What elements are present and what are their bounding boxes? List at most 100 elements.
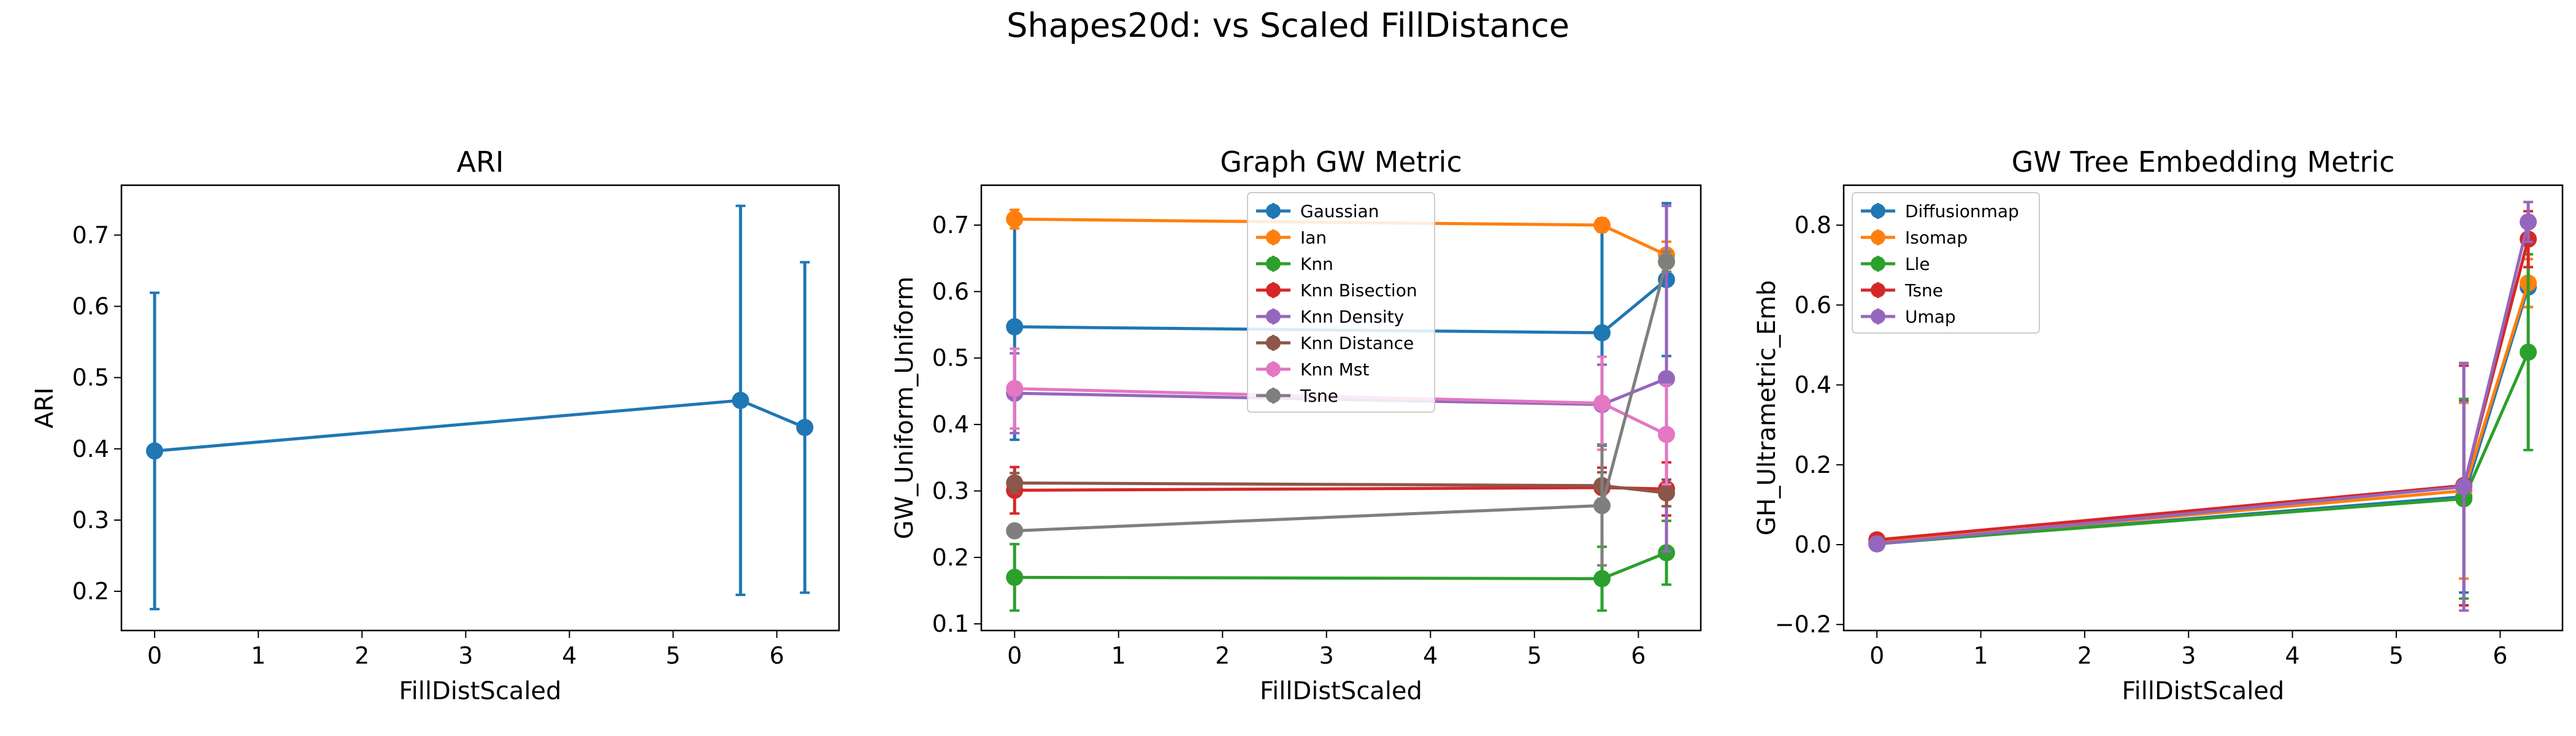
x-tick-label: 2 — [2077, 642, 2092, 669]
subplot-3: GW Tree Embedding Metric 0 1 2 3 4 5 6 −0.2 0.0 0.… — [1753, 145, 2564, 705]
legend-marker — [1266, 362, 1281, 377]
x-tick-label: 5 — [1527, 642, 1542, 669]
x-tick-label: 6 — [769, 642, 784, 669]
legend-label: Diffusionmap — [1905, 201, 2019, 221]
axes-frame — [980, 184, 1702, 632]
x-tick-label: 3 — [1319, 642, 1334, 669]
legend-marker — [1871, 230, 1885, 245]
legend-label: Knn Distance — [1300, 333, 1414, 353]
data-point — [1006, 569, 1024, 586]
y-tick-label: 0.6 — [1795, 291, 1831, 318]
y-tick-label: 0.3 — [72, 507, 109, 534]
legend-marker — [1871, 283, 1885, 297]
x-tick-label: 2 — [1215, 642, 1230, 669]
legend-label: Gaussian — [1300, 201, 1379, 221]
y-tick-label: 0.1 — [932, 610, 969, 637]
x-tick-label: 2 — [355, 642, 369, 669]
y-axis-label: GW_Uniform_Uniform — [891, 277, 919, 540]
y-tick-label: 0.6 — [72, 293, 109, 320]
x-tick-label: 3 — [2181, 642, 2196, 669]
y-tick-label: 0.7 — [932, 212, 969, 239]
data-point — [1006, 522, 1024, 540]
data-point — [146, 442, 164, 460]
data-point — [1593, 497, 1611, 515]
y-tick-label: −0.2 — [1775, 611, 1831, 638]
data-point — [1658, 544, 1676, 562]
data-point — [1006, 210, 1024, 228]
x-tick-label: 6 — [2493, 642, 2507, 669]
data-point — [1006, 380, 1024, 397]
data-point — [1658, 484, 1676, 502]
data-point — [2520, 343, 2537, 361]
y-tick-label: 0.0 — [1795, 531, 1831, 558]
legend-frame — [1247, 192, 1435, 413]
subplot-2: Graph GW Metric 0 1 2 3 4 5 6 0.1 0.2 0.3 0.4 0.5 0.6… — [891, 145, 1702, 705]
data-point — [2455, 478, 2473, 496]
legend-label: Ian — [1300, 228, 1327, 248]
x-tick-label: 3 — [458, 642, 473, 669]
series-umap — [1868, 201, 2537, 612]
y-tick-label: 0.2 — [1795, 451, 1831, 478]
y-tick-label: 0.6 — [932, 278, 969, 305]
figure-suptitle: Shapes20d: vs Scaled FillDistance — [1006, 6, 1570, 45]
data-point — [1868, 535, 1886, 553]
legend-marker — [1266, 309, 1281, 324]
x-tick-label: 0 — [147, 642, 162, 669]
legend-marker — [1871, 256, 1885, 271]
legend-marker — [1871, 309, 1885, 324]
legend-label: Tsne — [1300, 386, 1338, 406]
y-tick-label: 0.2 — [932, 544, 969, 571]
legend-marker — [1266, 283, 1281, 297]
subplot-title: Graph GW Metric — [1220, 145, 1462, 178]
axes-frame — [1842, 184, 2564, 632]
data-point — [1006, 318, 1024, 335]
y-tick-label: 0.5 — [72, 364, 109, 391]
legend-marker — [1266, 204, 1281, 218]
series-tsne — [1006, 250, 1676, 567]
y-tick-label: 0.4 — [72, 435, 109, 462]
x-axis-label: FillDistScaled — [2122, 677, 2285, 705]
legend-label: Knn Density — [1300, 307, 1404, 327]
legend-label: Umap — [1905, 307, 1956, 327]
series-knn — [1006, 519, 1676, 612]
legend-label: Isomap — [1905, 228, 1968, 248]
x-tick-label: 0 — [1007, 642, 1022, 669]
data-point — [1593, 570, 1611, 588]
legend-label: Knn Bisection — [1300, 280, 1417, 301]
x-axis-label: FillDistScaled — [399, 677, 562, 705]
x-tick-label: 1 — [1111, 642, 1126, 669]
y-tick-label: 0.4 — [932, 411, 969, 438]
y-tick-label: 0.7 — [72, 221, 109, 248]
legend: Diffusionmap Isomap Lle Tsne Umap — [1852, 192, 2040, 334]
subplot-1: ARI 0 1 2 3 4 5 6 0.2 0.3 0.4 0.5 0.6 0.7 FillDistScal… — [31, 145, 840, 705]
x-tick-label: 5 — [665, 642, 680, 669]
legend: Gaussian Ian Knn Knn Bisection Knn Density Kn… — [1247, 192, 1435, 413]
legend-frame — [1852, 192, 2040, 334]
data-point — [796, 418, 814, 436]
x-tick-label: 1 — [1973, 642, 1988, 669]
y-tick-label: 0.4 — [1795, 372, 1831, 399]
x-tick-label: 4 — [562, 642, 577, 669]
y-axis-label: ARI — [31, 388, 59, 429]
subplot-title: ARI — [457, 145, 504, 178]
data-point — [2520, 213, 2537, 231]
legend-label: Knn — [1300, 254, 1333, 274]
x-tick-label: 1 — [251, 642, 266, 669]
x-tick-label: 4 — [1423, 642, 1438, 669]
legend-marker — [1266, 256, 1281, 271]
series-knn-mst — [1006, 347, 1676, 486]
series-ari — [146, 204, 814, 611]
legend-label: Knn Mst — [1300, 359, 1370, 380]
y-tick-label: 0.5 — [932, 345, 969, 372]
x-tick-label: 5 — [2389, 642, 2404, 669]
subplot-title: GW Tree Embedding Metric — [2012, 145, 2395, 178]
subplots: ARI 0 1 2 3 4 5 6 0.2 0.3 0.4 0.5 0.6 0.7 FillDistScal… — [31, 145, 2564, 705]
data-point — [1593, 324, 1611, 342]
y-axis-label: GH_Ultrametric_Emb — [1753, 280, 1781, 536]
data-point — [732, 391, 749, 409]
x-tick-label: 0 — [1869, 642, 1884, 669]
x-axis-label: FillDistScaled — [1260, 677, 1422, 705]
data-point — [1658, 370, 1676, 388]
legend-marker — [1266, 388, 1281, 403]
